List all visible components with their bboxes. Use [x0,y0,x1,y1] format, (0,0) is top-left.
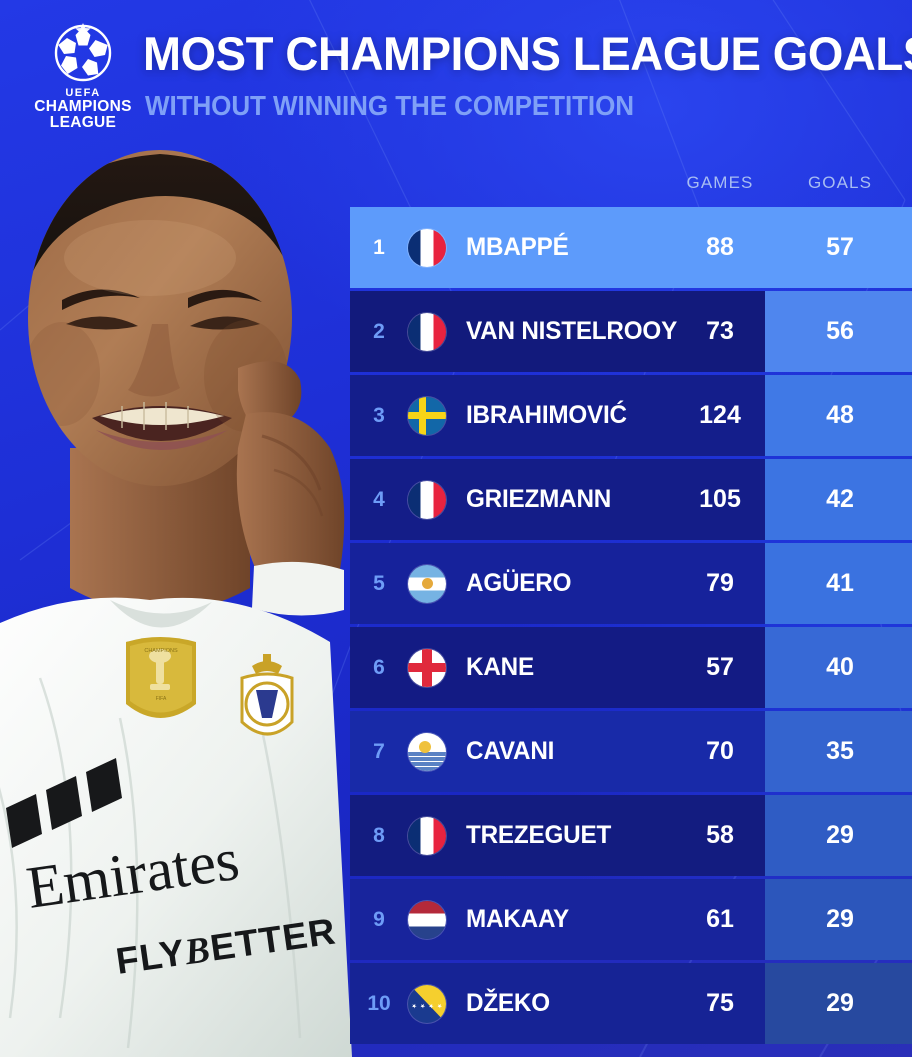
rank-number: 2 [373,319,385,343]
goals-cell-background [765,291,912,372]
ucl-wordmark-champions: CHAMPIONS [34,98,132,116]
player-name: VAN NISTELROOY [466,317,678,345]
player-name: DŽEKO [466,989,550,1017]
table-row[interactable]: 6 KANE 57 40 [350,627,912,708]
starball-icon [54,23,112,82]
rank-number: 9 [373,907,385,931]
games-value: 105 [699,485,741,513]
goals-value: 35 [826,737,854,765]
goals-cell-background [765,543,912,624]
table-row[interactable]: 2 VAN NISTELROOY 73 56 [350,291,912,372]
svg-text:CHAMPIONS: CHAMPIONS [144,648,178,654]
player-name: IBRAHIMOVIĆ [466,401,627,429]
rank-number: 10 [367,991,391,1015]
player-name: TREZEGUET [466,821,612,849]
mbappe-photo: CHAMPIONS FIFA Emirates FLYBETTER [0,118,352,1057]
table-row[interactable]: 3 IBRAHIMOVIĆ 124 48 [350,375,912,456]
goals-cell-background [765,627,912,708]
games-value: 61 [706,905,734,933]
table-row[interactable]: 1 MBAPPÉ 88 57 [350,207,912,288]
column-header-goals: GOALS [807,173,873,192]
goals-value: 42 [826,485,854,513]
player-name: AGÜERO [466,569,572,597]
goals-cell-background [765,879,912,960]
ucl-wordmark-uefa: UEFA [65,87,101,99]
games-value: 57 [706,653,734,681]
flag-icon-bosnia-and-herzegovina [408,984,446,1023]
goals-cell-background [765,459,912,540]
flag-icon-france [408,480,446,519]
goals-value: 41 [826,569,854,597]
rank-number: 3 [373,403,385,427]
games-value: 75 [706,989,734,1017]
goals-cell-background [765,207,912,288]
goals-cell-background [765,795,912,876]
flag-icon-france [408,312,446,351]
flag-icon-sweden [408,396,446,435]
flag-icon-france [408,228,446,267]
goals-cell-background [765,375,912,456]
flag-icon-england [408,648,446,687]
ucl-wordmark-league: LEAGUE [49,114,117,132]
flag-icon-uruguay [408,732,446,771]
goals-cell-background [765,963,912,1044]
player-name: KANE [466,653,534,681]
goals-value: 48 [826,401,854,429]
goals-value: 29 [826,905,854,933]
table-row[interactable]: 7 CAVANI 70 35 [350,711,912,792]
goals-value: 57 [826,233,854,261]
goals-value: 29 [826,821,854,849]
rank-number: 4 [373,487,385,511]
games-value: 58 [706,821,734,849]
header: UEFA CHAMPIONS LEAGUE MOST CHAMPIONS LEA… [0,0,912,150]
games-value: 124 [699,401,741,429]
player-name: MAKAAY [466,905,570,933]
ucl-wordmark: UEFA CHAMPIONS LEAGUE [31,87,135,132]
games-value: 79 [706,569,734,597]
games-value: 88 [706,233,734,261]
table-row[interactable]: 9 MAKAAY 61 29 [350,879,912,960]
player-name: MBAPPÉ [466,233,569,261]
page-subtitle: WITHOUT WINNING THE COMPETITION [145,90,634,121]
table-row[interactable]: 5 AGÜERO 79 41 [350,543,912,624]
goals-cell-background [765,711,912,792]
games-value: 73 [706,317,734,345]
rank-number: 7 [373,739,385,763]
rank-number: 1 [373,235,385,259]
table-row[interactable]: 8 TREZEGUET 58 29 [350,795,912,876]
page-title: MOST CHAMPIONS LEAGUE GOALS [143,27,912,80]
goals-value: 29 [826,989,854,1017]
svg-text:FIFA: FIFA [156,696,167,702]
rank-number: 6 [373,655,385,679]
player-name: GRIEZMANN [466,485,612,513]
flag-icon-france [408,816,446,855]
goals-value: 56 [826,317,854,345]
table-row[interactable]: 10 DŽEKO 75 29 [350,963,912,1044]
player-name: CAVANI [466,737,555,765]
column-header-games: GAMES [686,173,754,192]
flag-icon-argentina [408,564,446,603]
rank-number: 8 [373,823,385,847]
uefa-champions-league-logo: UEFA CHAMPIONS LEAGUE [31,22,135,138]
games-value: 70 [706,737,734,765]
table-row[interactable]: 4 GRIEZMANN 105 42 [350,459,912,540]
rankings-table: 1 MBAPPÉ 88 57 2 VAN NISTELROOY 73 56 3 IBRAHIMOV… [350,207,912,1047]
goals-value: 40 [826,653,854,681]
rank-number: 5 [373,571,385,595]
flag-icon-netherlands [408,900,446,939]
